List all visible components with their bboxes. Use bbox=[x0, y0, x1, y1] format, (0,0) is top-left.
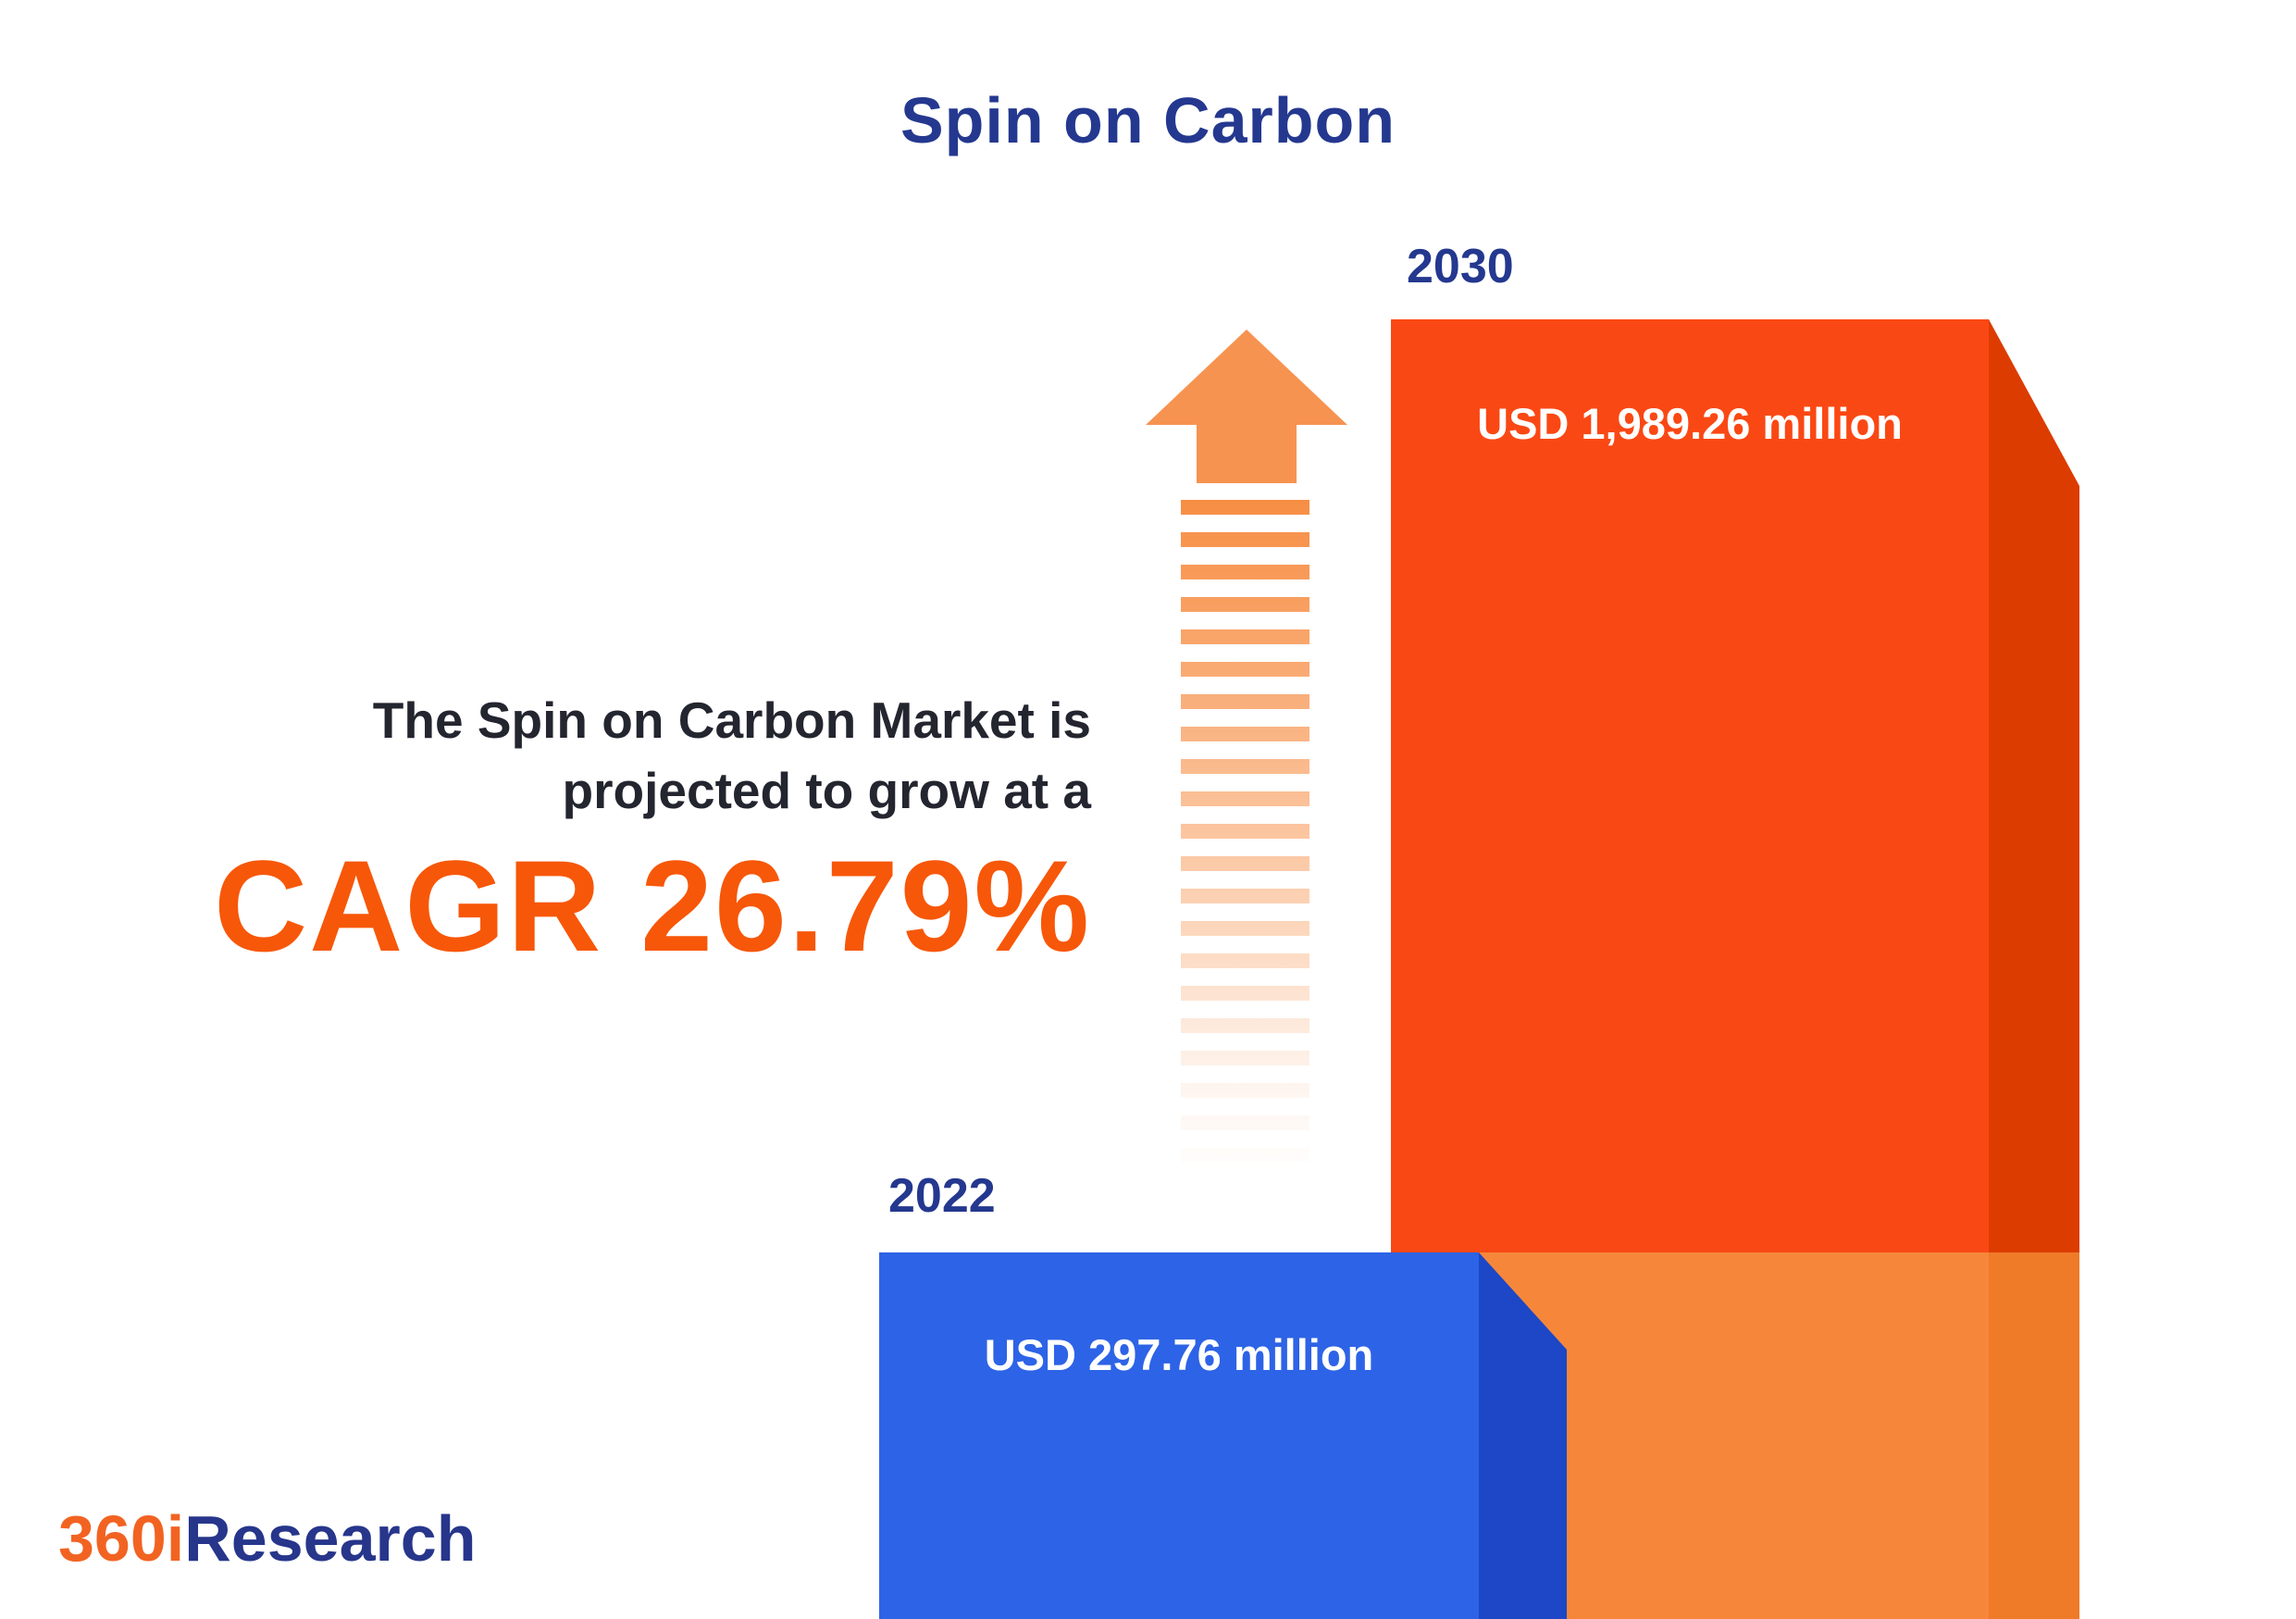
cagr-value: CAGR 26.79% bbox=[214, 833, 1091, 978]
bar-2030-year-label: 2030 bbox=[1407, 240, 1514, 293]
growth-arrow-dash-fade bbox=[1181, 500, 1309, 1180]
bar-2022-value-label: USD 297.76 million bbox=[984, 1330, 1374, 1379]
growth-arrow-icon bbox=[1146, 330, 1347, 425]
market-description-line1: The Spin on Carbon Market is bbox=[372, 691, 1091, 749]
brand-logo-prefix: 360i bbox=[58, 1502, 185, 1575]
brand-logo-suffix: Research bbox=[184, 1502, 477, 1575]
brand-logo: 360iResearch bbox=[58, 1501, 476, 1575]
growth-arrow-neck bbox=[1197, 424, 1297, 483]
market-description-line2: projected to grow at a bbox=[562, 762, 1091, 819]
chart-title: Spin on Carbon bbox=[900, 84, 1396, 156]
market-description: The Spin on Carbon Market is projected t… bbox=[373, 685, 1091, 826]
bar-2022-front-face bbox=[879, 1252, 1479, 1619]
bar-2030-value-label: USD 1,989.26 million bbox=[1477, 399, 1903, 448]
bar-2030-side-base-segment bbox=[1989, 1252, 2079, 1619]
bar-2022-year-label: 2022 bbox=[888, 1169, 996, 1223]
